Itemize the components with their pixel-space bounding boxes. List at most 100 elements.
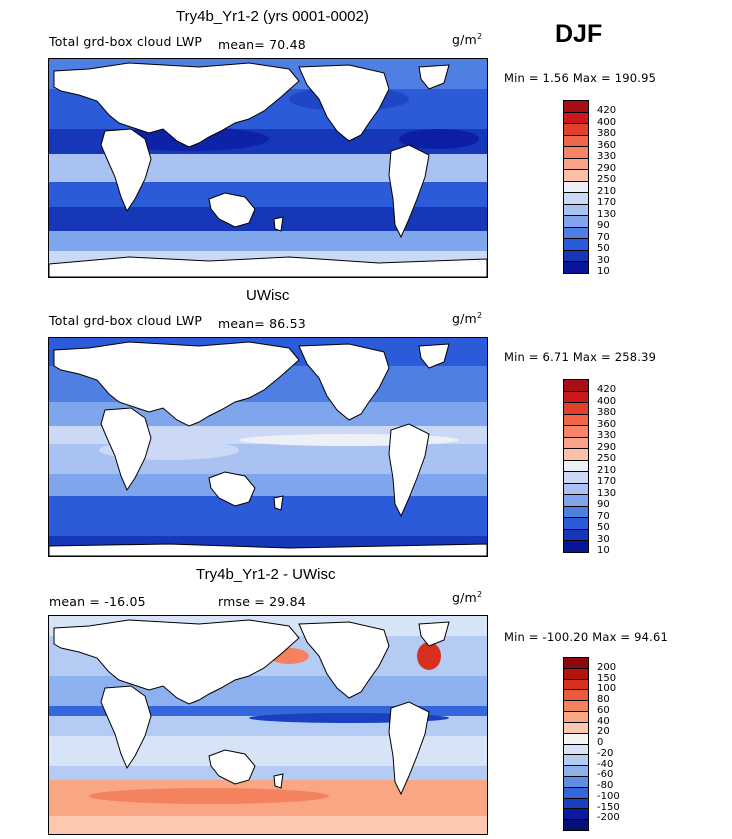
colorbar-label: 130 [597,487,617,499]
colorbar-swatch [564,820,588,830]
colorbar-label: 90 [597,499,610,511]
colorbar-label: -80 [597,780,614,791]
panel-3-title: Try4b_Yr1-2 - UWisc [196,566,336,583]
colorbar-swatch [564,733,588,745]
colorbar-swatch [564,227,588,240]
panel-1-subtitle: Total grd-box cloud LWP [49,34,203,49]
colorbar-swatch [564,701,588,713]
colorbar-label: 420 [597,105,617,117]
colorbar-label: 30 [597,254,610,266]
colorbar-label: 150 [597,672,617,684]
colorbar-label: 290 [597,441,617,453]
colorbar-swatch [564,668,588,680]
colorbar-swatch [564,449,588,461]
colorbar-label: -20 [597,747,614,759]
colorbar-label: 0 [597,737,604,748]
colorbar-label: -40 [597,758,614,770]
panel-3-rmse: rmse = 29.84 [218,594,306,609]
colorbar-swatch [564,541,588,552]
panel-2-minmax: Min = 6.71 Max = 258.39 [504,350,657,364]
colorbar-label: 400 [597,395,617,407]
colorbar-swatch [564,204,588,217]
colorbar-swatch [564,158,588,171]
colorbar-label: 80 [597,694,610,705]
colorbar-swatch [564,391,588,404]
colorbar-label: 330 [597,151,617,163]
map-1-svg [49,59,487,277]
colorbar-swatch [564,529,588,542]
colorbar-label: 250 [597,174,617,186]
colorbar-label: 90 [597,220,610,232]
panel-1-minmax: Min = 1.56 Max = 190.95 [504,71,657,85]
colorbar-swatch [564,809,588,821]
colorbar-label: 130 [597,208,617,220]
colorbar-label: 10 [597,266,610,277]
colorbar-label: 60 [597,704,610,716]
colorbar-swatch [564,414,588,427]
colorbar-label: 250 [597,453,617,465]
panel-3-minmax: Min = -100.20 Max = 94.61 [504,630,669,644]
colorbar-swatch [564,787,588,799]
colorbar-swatch [564,722,588,734]
colorbar-3 [563,657,589,831]
panel-2-units: g/m2 [452,311,483,327]
colorbar-swatch [564,744,588,756]
colorbar-swatch [564,101,588,113]
colorbar-swatch [564,460,588,473]
colorbar-swatch [564,170,588,182]
panel-1-title: Try4b_Yr1-2 (yrs 0001-0002) [176,8,369,25]
colorbar-swatch [564,112,588,125]
colorbar-swatch [564,506,588,519]
colorbar-label: 210 [597,185,617,197]
map-panel-3 [48,615,488,835]
colorbar-label: 20 [597,726,610,738]
colorbar-swatch [564,239,588,251]
panel-3-units: g/m2 [452,590,483,606]
season-label: DJF [555,20,603,48]
panel-1-mean: mean= 70.48 [218,37,306,52]
panel-2-subtitle: Total grd-box cloud LWP [49,313,203,328]
map-2-svg [49,338,487,556]
colorbar-swatch [564,679,588,691]
colorbar-swatch [564,437,588,450]
colorbar-swatch [564,147,588,159]
colorbar-swatch [564,755,588,767]
colorbar-swatch [564,766,588,777]
colorbar-swatch [564,181,588,194]
colorbar-label: 170 [597,197,617,209]
colorbar-label: -60 [597,769,614,781]
panel-2-mean: mean= 86.53 [218,316,306,331]
colorbar-label: 360 [597,418,617,430]
colorbar-swatch [564,472,588,484]
panel-3-mean: mean = -16.05 [49,594,146,609]
colorbar-label: 50 [597,243,610,255]
colorbar-swatch [564,690,588,702]
colorbar-swatch [564,216,588,228]
colorbar-2 [563,379,589,553]
colorbar-label: -100 [597,790,620,802]
colorbar-label: -150 [597,801,620,813]
colorbar-label: 400 [597,116,617,128]
colorbar-label: 330 [597,430,617,442]
colorbar-label: 380 [597,407,617,419]
colorbar-swatch [564,658,588,669]
colorbar-swatch [564,262,588,273]
colorbar-label: 10 [597,545,610,556]
colorbar-swatch [564,712,588,723]
map-3-svg [49,616,487,834]
colorbar-label: 100 [597,683,617,695]
colorbar-label: 170 [597,476,617,488]
map-panel-2 [48,337,488,557]
colorbar-label: 70 [597,510,610,522]
colorbar-label: -200 [597,812,620,824]
colorbar-label: 200 [597,661,617,673]
colorbar-swatch [564,135,588,148]
colorbar-swatch [564,798,588,810]
colorbar-label: 40 [597,715,610,727]
colorbar-swatch [564,124,588,136]
colorbar-label: 360 [597,139,617,151]
colorbar-label: 30 [597,533,610,545]
colorbar-label: 380 [597,128,617,140]
panel-1-units: g/m2 [452,32,483,48]
colorbar-label: 290 [597,162,617,174]
